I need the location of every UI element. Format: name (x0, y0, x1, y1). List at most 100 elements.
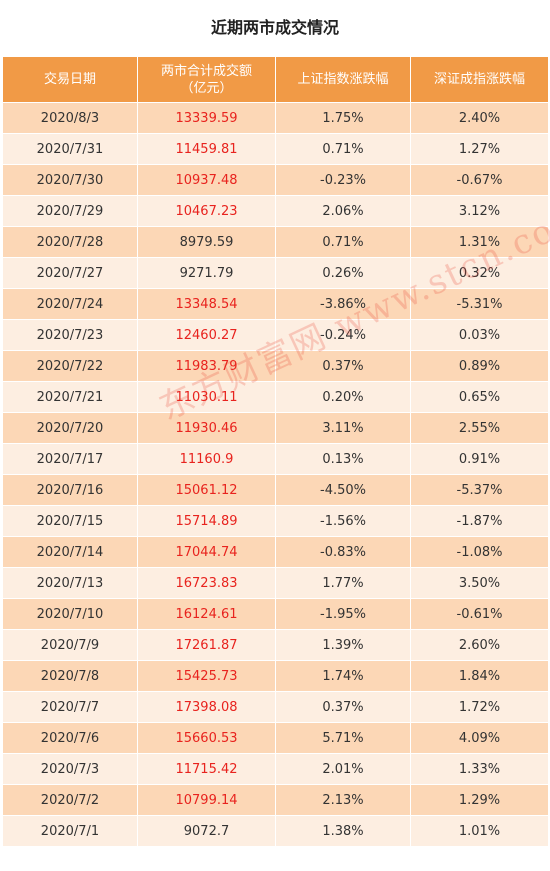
sh-change-cell: 3.11% (275, 412, 411, 444)
sh-change-cell: -0.24% (275, 319, 411, 351)
sz-change-cell: 1.31% (410, 226, 549, 258)
table-row: 2020/7/14 17044.74 -0.83% -1.08% (2, 536, 549, 568)
table-body: 2020/8/3 13339.59 1.75% 2.40% 2020/7/31 11459… (2, 102, 549, 847)
table-row: 2020/7/3 11715.42 2.01% 1.33% (2, 753, 549, 785)
sh-change-cell: 0.26% (275, 257, 411, 289)
sz-change-cell: 1.84% (410, 660, 549, 692)
amount-cell: 16124.61 (137, 598, 276, 630)
date-cell: 2020/7/21 (2, 381, 138, 413)
table-row: 2020/7/24 13348.54 -3.86% -5.31% (2, 288, 549, 320)
sh-change-cell: 2.01% (275, 753, 411, 785)
sh-change-cell: -4.50% (275, 474, 411, 506)
amount-cell: 11983.79 (137, 350, 276, 382)
sz-change-cell: -0.61% (410, 598, 549, 630)
sz-change-cell: 1.01% (410, 815, 549, 847)
table-row: 2020/7/15 15714.89 -1.56% -1.87% (2, 505, 549, 537)
amount-cell: 16723.83 (137, 567, 276, 599)
sh-change-cell: 0.13% (275, 443, 411, 475)
sh-change-cell: -0.23% (275, 164, 411, 196)
table-row: 2020/7/30 10937.48 -0.23% -0.67% (2, 164, 549, 196)
date-cell: 2020/7/29 (2, 195, 138, 227)
table-row: 2020/7/27 9271.79 0.26% 0.32% (2, 257, 549, 289)
sz-change-cell: -1.87% (410, 505, 549, 537)
amount-cell: 11930.46 (137, 412, 276, 444)
sh-change-cell: 0.71% (275, 133, 411, 165)
table-row: 2020/7/8 15425.73 1.74% 1.84% (2, 660, 549, 692)
sz-change-cell: 1.29% (410, 784, 549, 816)
sh-change-cell: 1.74% (275, 660, 411, 692)
sz-change-cell: 2.60% (410, 629, 549, 661)
date-cell: 2020/7/20 (2, 412, 138, 444)
date-cell: 2020/7/2 (2, 784, 138, 816)
date-cell: 2020/7/24 (2, 288, 138, 320)
amount-cell: 15061.12 (137, 474, 276, 506)
sz-change-cell: 0.89% (410, 350, 549, 382)
sh-change-cell: 0.71% (275, 226, 411, 258)
table-row: 2020/7/17 11160.9 0.13% 0.91% (2, 443, 549, 475)
amount-cell: 13348.54 (137, 288, 276, 320)
amount-cell: 10467.23 (137, 195, 276, 227)
amount-cell: 10799.14 (137, 784, 276, 816)
date-cell: 2020/7/1 (2, 815, 138, 847)
page-title: 近期两市成交情况 (210, 18, 339, 37)
sh-change-cell: -1.95% (275, 598, 411, 630)
sz-change-cell: 4.09% (410, 722, 549, 754)
trading-volume-table: 交易日期 两市合计成交额 （亿元） 上证指数涨跌幅 深证成指涨跌幅 2020/8… (2, 56, 549, 847)
header-sh-change: 上证指数涨跌幅 (275, 56, 411, 103)
amount-cell: 13339.59 (137, 102, 276, 134)
date-cell: 2020/7/15 (2, 505, 138, 537)
sh-change-cell: -0.83% (275, 536, 411, 568)
sh-change-cell: 0.20% (275, 381, 411, 413)
sz-change-cell: 1.27% (410, 133, 549, 165)
date-cell: 2020/7/22 (2, 350, 138, 382)
amount-cell: 15714.89 (137, 505, 276, 537)
date-cell: 2020/7/31 (2, 133, 138, 165)
sz-change-cell: -0.67% (410, 164, 549, 196)
date-cell: 2020/7/9 (2, 629, 138, 661)
table-row: 2020/7/9 17261.87 1.39% 2.60% (2, 629, 549, 661)
date-cell: 2020/7/7 (2, 691, 138, 723)
sh-change-cell: 2.06% (275, 195, 411, 227)
sh-change-cell: -3.86% (275, 288, 411, 320)
date-cell: 2020/7/30 (2, 164, 138, 196)
sh-change-cell: 2.13% (275, 784, 411, 816)
date-cell: 2020/7/16 (2, 474, 138, 506)
sz-change-cell: 1.72% (410, 691, 549, 723)
sz-change-cell: -1.08% (410, 536, 549, 568)
table-row: 2020/7/29 10467.23 2.06% 3.12% (2, 195, 549, 227)
amount-cell: 9271.79 (137, 257, 276, 289)
date-cell: 2020/7/27 (2, 257, 138, 289)
sh-change-cell: 0.37% (275, 350, 411, 382)
amount-cell: 9072.7 (137, 815, 276, 847)
amount-cell: 11160.9 (137, 443, 276, 475)
date-cell: 2020/7/8 (2, 660, 138, 692)
sh-change-cell: 1.75% (275, 102, 411, 134)
table-row: 2020/7/1 9072.7 1.38% 1.01% (2, 815, 549, 847)
sz-change-cell: 1.33% (410, 753, 549, 785)
table-row: 2020/7/6 15660.53 5.71% 4.09% (2, 722, 549, 754)
table-row: 2020/7/28 8979.59 0.71% 1.31% (2, 226, 549, 258)
date-cell: 2020/7/14 (2, 536, 138, 568)
date-cell: 2020/7/10 (2, 598, 138, 630)
sz-change-cell: 2.40% (410, 102, 549, 134)
amount-cell: 15425.73 (137, 660, 276, 692)
table-row: 2020/7/16 15061.12 -4.50% -5.37% (2, 474, 549, 506)
sz-change-cell: 0.32% (410, 257, 549, 289)
date-cell: 2020/7/3 (2, 753, 138, 785)
table-row: 2020/7/10 16124.61 -1.95% -0.61% (2, 598, 549, 630)
table-row: 2020/7/13 16723.83 1.77% 3.50% (2, 567, 549, 599)
sh-change-cell: -1.56% (275, 505, 411, 537)
sh-change-cell: 0.37% (275, 691, 411, 723)
table-row: 2020/7/21 11030.11 0.20% 0.65% (2, 381, 549, 413)
sh-change-cell: 1.38% (275, 815, 411, 847)
table-row: 2020/8/3 13339.59 1.75% 2.40% (2, 102, 549, 134)
table-row: 2020/7/23 12460.27 -0.24% 0.03% (2, 319, 549, 351)
amount-cell: 10937.48 (137, 164, 276, 196)
sz-change-cell: 0.65% (410, 381, 549, 413)
amount-cell: 17044.74 (137, 536, 276, 568)
date-cell: 2020/7/23 (2, 319, 138, 351)
date-cell: 2020/8/3 (2, 102, 138, 134)
table-row: 2020/7/7 17398.08 0.37% 1.72% (2, 691, 549, 723)
sz-change-cell: 3.12% (410, 195, 549, 227)
table-row: 2020/7/22 11983.79 0.37% 0.89% (2, 350, 549, 382)
